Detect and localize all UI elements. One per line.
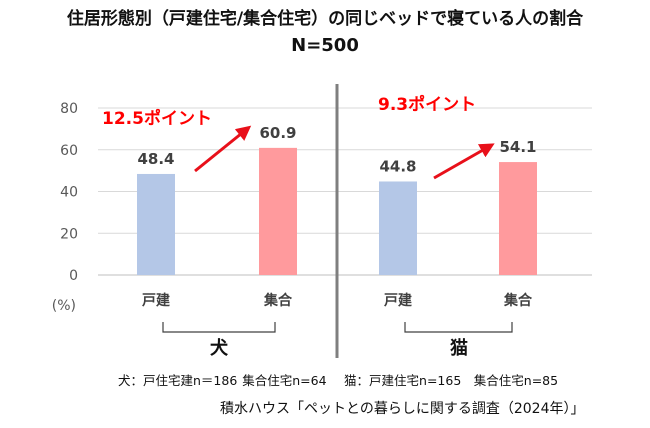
bar-集合	[259, 147, 297, 275]
sample-size-note: 犬：戸住宅建n＝186 集合住宅n=64 猫：戸建住宅n=165 集合住宅n=8…	[118, 373, 559, 388]
group-label: 犬	[210, 337, 229, 359]
data-label: 44.8	[379, 157, 416, 175]
y-tick-label: 60	[60, 143, 78, 159]
increase-arrow	[194, 125, 252, 173]
category-label: 戸建	[384, 292, 412, 309]
bar-集合	[499, 162, 537, 275]
category-label: 集合	[263, 292, 293, 309]
data-label: 54.1	[499, 138, 536, 156]
category-label: 戸建	[142, 292, 170, 309]
data-label: 60.9	[259, 124, 296, 142]
bar-戸建	[379, 181, 417, 275]
source-note: 積水ハウス「ペットとの暮らしに関する調査（2024年）」	[220, 401, 585, 417]
chart-title: 住居形態別（戸建住宅/集合住宅）の同じベッドで寝ている人の割合	[66, 9, 584, 29]
y-tick-label: 0	[69, 268, 78, 284]
category-label: 集合	[503, 292, 533, 309]
y-tick-label: 80	[60, 101, 78, 117]
group-label: 猫	[450, 337, 468, 359]
y-tick-label: 40	[60, 185, 78, 201]
y-unit-label: (%)	[52, 298, 76, 314]
increase-annotation: 12.5ポイント	[102, 108, 212, 129]
bar-戸建	[137, 173, 175, 275]
data-label: 48.4	[137, 150, 174, 168]
increase-arrow	[433, 143, 495, 180]
y-tick-label: 20	[60, 226, 78, 242]
group-bracket	[404, 322, 513, 333]
group-bracket	[162, 322, 276, 333]
chart-subtitle: N=500	[291, 35, 359, 56]
increase-annotation: 9.3ポイント	[378, 94, 476, 115]
